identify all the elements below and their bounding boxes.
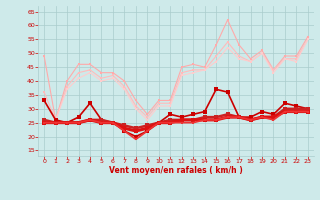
- X-axis label: Vent moyen/en rafales ( km/h ): Vent moyen/en rafales ( km/h ): [109, 166, 243, 175]
